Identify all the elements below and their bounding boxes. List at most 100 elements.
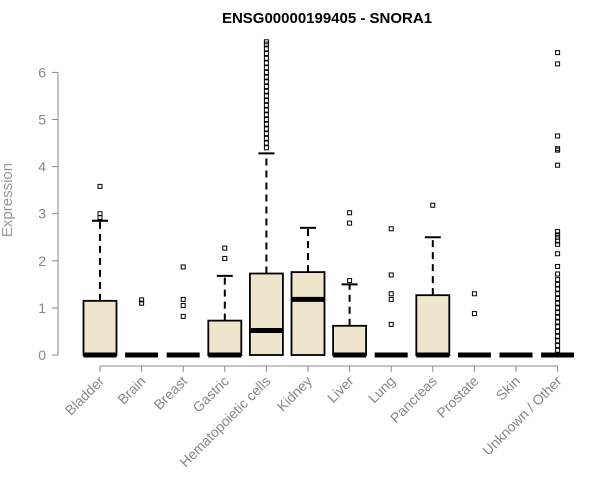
outlier-point [139,297,145,303]
outlier-point [180,303,186,309]
outlier-point [388,272,394,278]
box-kidney [290,226,326,356]
outlier-point [263,65,269,71]
outlier-point [263,39,269,45]
outlier-point [555,286,561,292]
box-gastric [207,245,243,358]
box-body [207,319,243,356]
box-body [415,294,451,356]
outlier-point [471,311,477,317]
outlier-point [180,264,186,270]
outlier-point [555,319,561,325]
outlier-point [263,60,269,66]
outlier-point [263,131,269,137]
outlier-point [555,146,561,152]
outlier-point [555,133,561,139]
x-tick-label: Prostate [433,373,481,421]
outlier-point [555,61,561,67]
outlier-point [555,310,561,316]
outlier-point [263,93,269,99]
y-axis-label: Expression [0,163,16,237]
outlier-point [388,291,394,297]
y-tick-label: 3 [38,206,46,222]
x-tick-label: Kidney [274,373,316,415]
outlier-point [555,338,561,344]
outlier-point [555,314,561,320]
box-unknown-other [541,50,575,358]
box-hematopoietic-cells [248,39,284,356]
outlier-point [263,126,269,132]
outlier-point [222,245,228,251]
y-tick-label: 2 [38,253,46,269]
box-breast [166,264,200,358]
outlier-point [347,210,353,216]
outlier-point [139,300,145,306]
outlier-point [555,229,561,235]
outlier-point [555,147,561,153]
box-body [290,271,326,356]
outlier-point [555,50,561,56]
x-tick-label: Brain [114,373,148,407]
outlier-point [97,214,103,220]
box-lung [374,226,408,358]
outlier-point [263,74,269,80]
outlier-point [555,343,561,349]
outlier-point [430,202,436,208]
outlier-point [263,107,269,113]
chart-title: ENSG00000199405 - SNORA1 [222,10,432,27]
y-axis: 0 1 2 3 4 5 6 [38,64,59,363]
outlier-point [388,296,394,302]
x-tick-label: Skin [493,373,524,404]
box-body [248,272,284,356]
outlier-point [263,55,269,61]
outlier-point [555,324,561,330]
outlier-point [263,117,269,122]
y-tick-label: 5 [38,112,46,128]
outlier-point [555,277,561,283]
outlier-point [263,46,269,52]
outlier-point [263,112,269,118]
outlier-point [347,220,353,226]
outlier-point [555,241,561,247]
outlier-point [555,291,561,297]
outlier-point [263,51,269,57]
outlier-point [180,296,186,302]
outlier-point [555,281,561,287]
outlier-point [555,328,561,334]
outlier-point [471,291,477,297]
outlier-point [263,79,269,85]
outlier-point [222,255,228,261]
x-tick-label: Unknown / Other [479,373,565,459]
outlier-point [263,121,269,127]
outlier-point [555,300,561,306]
y-tick-label: 4 [38,159,46,175]
outlier-point [555,251,561,257]
y-tick-label: 1 [38,300,46,316]
outlier-point [263,140,269,146]
outlier-point [97,183,103,189]
box-pancreas [415,202,451,358]
outlier-point [263,98,269,104]
outlier-point [555,333,561,339]
x-tick-label: Liver [324,373,357,406]
box-prostate [457,291,491,358]
y-tick-label: 0 [38,347,46,363]
outlier-point [263,135,269,141]
box-body [82,299,118,356]
outlier-point [388,321,394,327]
outlier-point [263,88,269,94]
outlier-point [555,271,561,277]
outlier-point [555,238,561,244]
outlier-point [388,226,394,232]
box-bladder [82,183,118,358]
outlier-point [555,347,561,353]
outlier-point [555,295,561,301]
box-body [332,324,368,356]
x-tick-label: Lung [365,373,398,406]
box-liver [332,210,368,358]
outlier-point [263,84,269,90]
outlier-point [263,145,269,151]
outlier-point [555,162,561,168]
outlier-point [180,313,186,319]
